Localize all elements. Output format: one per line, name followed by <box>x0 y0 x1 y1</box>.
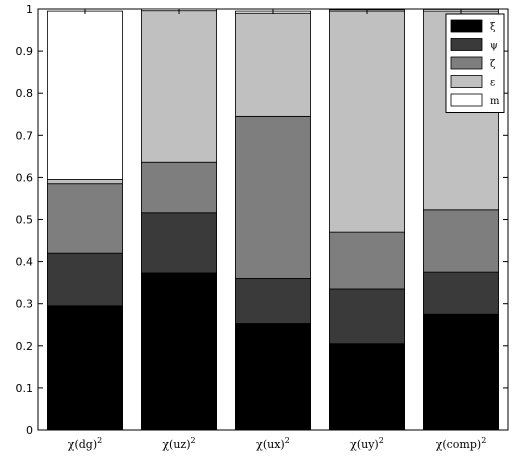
y-tick-label: 0.2 <box>16 340 34 353</box>
y-tick-label: 0 <box>26 424 33 437</box>
bar-segment-3-3 <box>234 115 311 279</box>
x-category-label: χ(comp)2 <box>436 436 487 451</box>
x-category-label: χ(ux)2 <box>256 436 290 451</box>
bar-segment-5-1 <box>422 313 499 431</box>
x-category-label: χ(uz)2 <box>162 436 195 451</box>
y-axis: 0 0.1 0.2 0.3 0.4 0.5 0.6 0.7 0.8 0.9 1 <box>16 3 508 437</box>
bar-segment-2-1 <box>140 272 217 431</box>
x-category-label: χ(dg)2 <box>68 436 102 451</box>
bar-segment-1-3 <box>47 183 123 254</box>
bar-segment-3-2 <box>234 278 311 324</box>
y-tick-label: 0.1 <box>16 382 34 395</box>
legend-entry-label: m <box>490 96 500 107</box>
bar-segment-4-4 <box>328 10 405 233</box>
bar-segment-3-4 <box>234 12 311 117</box>
legend-swatch <box>450 75 483 88</box>
bar-segment-1-1 <box>47 305 123 431</box>
y-tick-label: 0.7 <box>16 129 34 142</box>
y-tick-label: 1 <box>26 3 33 16</box>
x-category-label: χ(uy)2 <box>350 436 384 451</box>
legend-swatch <box>450 19 483 33</box>
legend-entry-label: ψ <box>490 41 498 52</box>
bar-segment-5-3 <box>422 209 499 273</box>
bar-segment-1-4 <box>47 179 123 185</box>
legend-swatch <box>450 38 483 51</box>
bar-stacks <box>47 8 499 431</box>
y-tick-label: 0.6 <box>16 171 34 184</box>
legend-swatch <box>450 56 483 70</box>
bar-segment-4-3 <box>328 231 405 290</box>
legend-entry-label: ε <box>490 78 495 89</box>
bar-segment-1-2 <box>47 252 123 307</box>
bar-segment-4-1 <box>328 343 405 431</box>
bar-segment-2-4 <box>140 10 217 163</box>
bar-segment-1-5 <box>47 10 123 180</box>
y-tick-label: 0.9 <box>16 45 34 58</box>
y-tick-label: 0.8 <box>16 87 34 100</box>
legend-entry-label: ζ <box>490 59 496 70</box>
bar-segment-2-2 <box>140 212 217 274</box>
y-tick-label: 0.4 <box>16 256 34 269</box>
bar-segment-3-1 <box>234 323 311 431</box>
legend-swatch <box>450 93 483 107</box>
x-axis: χ(dg)2 χ(uz)2 χ(ux)2 χ(uy)2 χ(comp)2 <box>68 9 487 451</box>
legend-entry-label: ξ <box>490 22 496 33</box>
bar-segment-4-2 <box>328 288 405 345</box>
bar-segment-2-3 <box>140 161 217 214</box>
bar-segment-5-2 <box>422 271 499 315</box>
y-tick-label: 0.5 <box>16 214 34 227</box>
y-tick-label: 0.3 <box>16 298 34 311</box>
